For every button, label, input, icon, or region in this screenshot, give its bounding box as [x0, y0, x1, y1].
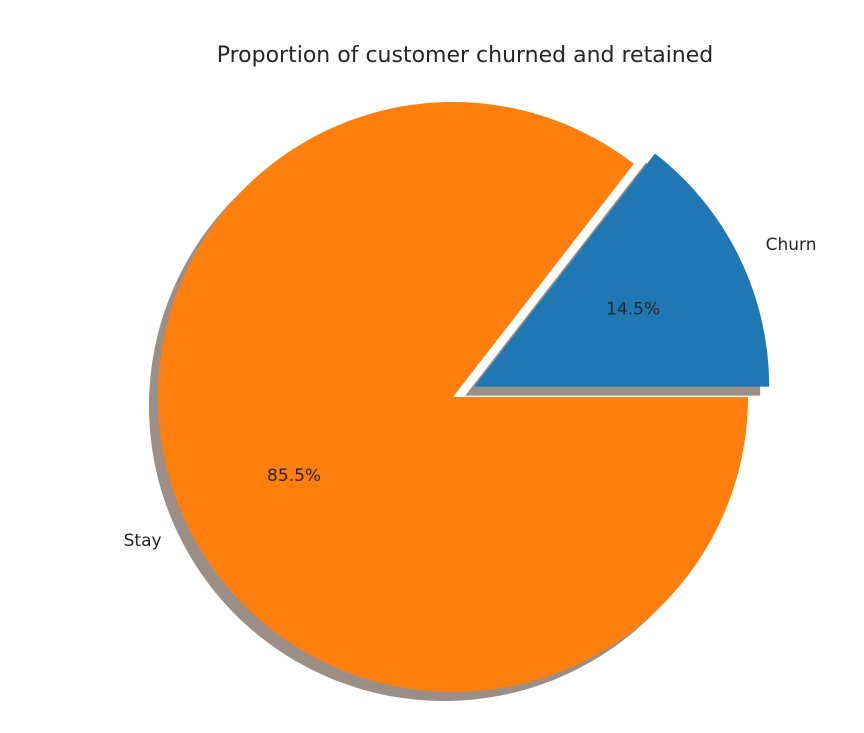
slice-pct-label-churn: 14.5%	[606, 300, 660, 320]
slice-pct-label-stay: 85.5%	[267, 466, 321, 486]
pie-slices	[158, 102, 770, 693]
chart-title: Proportion of customer churned and retai…	[217, 43, 714, 68]
slice-labels: 14.5% Churn 85.5% Stay	[124, 235, 817, 551]
slice-stay	[158, 102, 748, 693]
slice-churn	[474, 153, 770, 387]
slice-label-churn: Churn	[766, 235, 817, 255]
slice-label-stay: Stay	[124, 531, 162, 551]
